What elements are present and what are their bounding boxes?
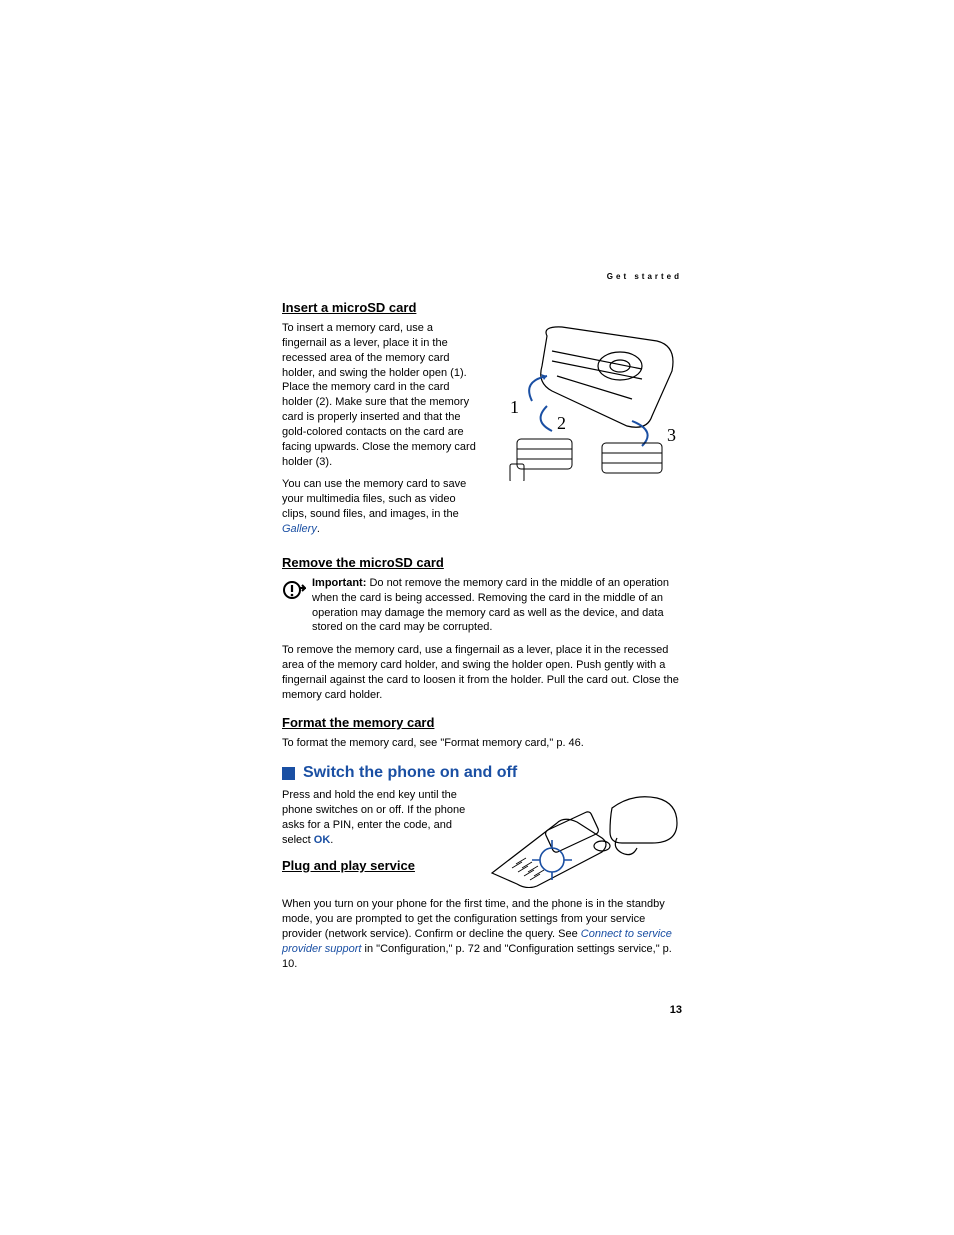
page-number: 13 xyxy=(670,1004,682,1016)
heading-remove-microsd: Remove the microSD card xyxy=(282,555,682,570)
important-text: Important: Do not remove the memory card… xyxy=(312,576,682,635)
heading-format-card: Format the memory card xyxy=(282,715,682,730)
running-head: Get started xyxy=(607,272,682,281)
para-insert-2: You can use the memory card to save your… xyxy=(282,477,480,536)
para-plugplay-1: When you turn on your phone for the firs… xyxy=(282,897,682,971)
link-gallery[interactable]: Gallery xyxy=(282,523,317,535)
svg-text:2: 2 xyxy=(557,413,566,433)
important-block: Important: Do not remove the memory card… xyxy=(282,576,682,635)
figure-insert-microsd: 1 2 3 xyxy=(492,321,682,486)
ok-label: OK xyxy=(314,834,331,846)
svg-text:1: 1 xyxy=(510,397,519,417)
para-format-1: To format the memory card, see "Format m… xyxy=(282,736,682,751)
figure-switch-phone xyxy=(482,788,682,893)
square-bullet-icon xyxy=(282,767,295,780)
para-remove-1: To remove the memory card, use a fingern… xyxy=(282,643,682,702)
para-switch-1: Press and hold the end key until the pho… xyxy=(282,788,472,847)
section-head-switch: Switch the phone on and off xyxy=(282,764,682,782)
heading-insert-microsd: Insert a microSD card xyxy=(282,300,682,315)
important-icon xyxy=(282,576,312,635)
svg-text:3: 3 xyxy=(667,425,676,445)
para-insert-1: To insert a memory card, use a fingernai… xyxy=(282,321,480,469)
heading-switch-phone: Switch the phone on and off xyxy=(303,764,517,782)
